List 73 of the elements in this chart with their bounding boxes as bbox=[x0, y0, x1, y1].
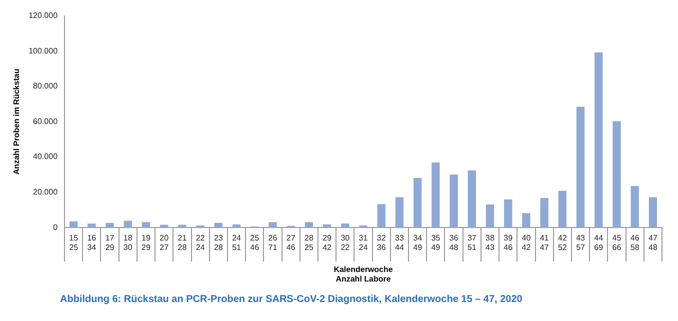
x-tick-label: 46 58 bbox=[630, 234, 640, 252]
bar bbox=[395, 197, 404, 228]
x-tick-label: 20 27 bbox=[160, 234, 170, 252]
bar bbox=[432, 162, 440, 228]
x-tick-label: 29 42 bbox=[322, 234, 332, 252]
x-tick-label: 22 24 bbox=[196, 234, 206, 252]
bar bbox=[576, 106, 585, 228]
y-tick-label: 80.000 bbox=[33, 82, 58, 91]
x-tick-label: 30 22 bbox=[340, 234, 350, 252]
x-tick-label: 33 44 bbox=[395, 234, 404, 252]
x-tick-label: 17 29 bbox=[105, 234, 115, 252]
bar bbox=[468, 170, 476, 228]
x-tick-label: 36 48 bbox=[449, 234, 459, 252]
x-tick-label: 18 30 bbox=[123, 234, 133, 252]
bar bbox=[612, 121, 621, 228]
bar bbox=[450, 174, 458, 228]
bar bbox=[106, 222, 114, 228]
x-tick-label: 23 28 bbox=[214, 234, 224, 252]
bar bbox=[414, 178, 422, 228]
x-tick-label: 21 28 bbox=[178, 234, 188, 252]
x-axis-title: Kalenderwoche Anzahl Labore bbox=[334, 264, 394, 284]
x-tick-label: 41 47 bbox=[540, 234, 550, 252]
x-tick-label: 34 49 bbox=[413, 234, 423, 252]
x-tick-label: 39 46 bbox=[504, 234, 514, 252]
x-tick-label: 35 49 bbox=[431, 234, 441, 252]
bar bbox=[486, 204, 494, 228]
x-tick-label: 31 24 bbox=[358, 234, 368, 252]
bar bbox=[124, 220, 132, 228]
bar bbox=[504, 199, 512, 228]
bar bbox=[69, 221, 78, 228]
bar bbox=[594, 52, 603, 228]
bar bbox=[178, 224, 186, 228]
text: Abbildung 6: Rückstau an PCR-Proben zur SARS-CoV-2 Diagnostik, Kalenderwoche 15 – 47, 2020 bbox=[60, 294, 524, 305]
x-tick-label: 45 66 bbox=[612, 234, 622, 252]
bar bbox=[648, 197, 658, 228]
bar bbox=[522, 213, 530, 228]
y-tick-label: 120.000 bbox=[28, 11, 58, 20]
x-tick-label: 47 48 bbox=[648, 234, 658, 252]
bar bbox=[377, 204, 386, 228]
x-tick-label: 15 25 bbox=[69, 234, 79, 252]
bar bbox=[214, 222, 222, 228]
y-tick-label: 60.000 bbox=[33, 116, 58, 126]
bar bbox=[630, 186, 639, 228]
bar bbox=[558, 190, 566, 228]
bar bbox=[304, 222, 314, 228]
x-tick-label: 19 29 bbox=[142, 234, 151, 252]
bar bbox=[196, 225, 204, 228]
x-tick-label: 40 42 bbox=[522, 234, 532, 252]
x-tick-label: 26 71 bbox=[268, 234, 278, 252]
x-tick-label: 24 51 bbox=[232, 234, 242, 252]
y-axis-title: Anzahl Proben im Rückstau bbox=[12, 68, 22, 175]
x-tick-label: 37 51 bbox=[467, 234, 477, 252]
bar bbox=[88, 224, 96, 228]
bar bbox=[359, 225, 368, 228]
bar bbox=[142, 222, 150, 228]
y-tick-label: 40.000 bbox=[33, 152, 58, 162]
x-tick-label: 32 36 bbox=[376, 234, 386, 252]
y-tick-label: 100.000 bbox=[28, 46, 58, 56]
x-tick-label: 44 69 bbox=[594, 234, 604, 252]
bar bbox=[322, 224, 332, 228]
x-tick-label: 38 43 bbox=[486, 234, 495, 252]
x-tick-label: 43 57 bbox=[576, 234, 586, 252]
bar bbox=[341, 224, 350, 228]
x-tick-label: 25 46 bbox=[250, 234, 260, 252]
y-tick-label: 0 bbox=[53, 222, 58, 232]
bar bbox=[540, 198, 548, 228]
x-tick-label: 16 34 bbox=[87, 234, 97, 252]
y-tick-label: 20.000 bbox=[33, 188, 58, 197]
x-tick-label: 28 25 bbox=[304, 234, 314, 252]
bar bbox=[268, 222, 277, 228]
x-tick-label: 27 46 bbox=[286, 234, 296, 252]
bar bbox=[232, 224, 241, 228]
x-tick-label: 42 52 bbox=[558, 234, 568, 252]
